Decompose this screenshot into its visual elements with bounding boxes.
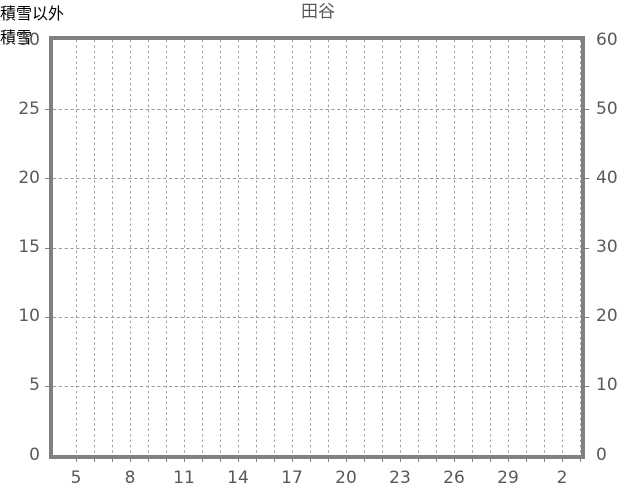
right-tick-mark: [582, 386, 589, 387]
left-tick-5: 5: [29, 375, 40, 396]
right-tick-10: 10: [596, 375, 618, 396]
x-tick-mark: [256, 456, 257, 462]
x-tick-mark: [490, 456, 491, 462]
right-axis-title: 積雪: [0, 28, 33, 47]
x-tick-mark: [112, 456, 113, 462]
left-tick-20: 20: [18, 167, 40, 188]
right-tick-60: 60: [596, 29, 618, 50]
x-tick-mark: [220, 456, 221, 462]
x-tick-mark: [292, 456, 293, 462]
left-tick-0: 0: [29, 444, 40, 465]
right-tick-mark: [582, 317, 589, 318]
x-tick-mark: [166, 456, 167, 462]
x-tick-mark: [130, 456, 131, 462]
right-tick-mark: [582, 178, 589, 179]
right-tick-50: 50: [596, 98, 618, 119]
x-tick-20: 20: [335, 468, 357, 488]
x-tick-2: 2: [556, 468, 568, 488]
left-tick-mark: [45, 248, 52, 249]
right-tick-mark: [582, 248, 589, 249]
left-axis-title: 積雪以外: [0, 4, 65, 23]
x-tick-mark: [562, 456, 563, 462]
x-tick-mark: [328, 456, 329, 462]
x-tick-mark: [274, 456, 275, 462]
plot-area: [49, 36, 585, 459]
gridlines: [53, 40, 581, 455]
x-tick-14: 14: [227, 468, 249, 488]
x-tick-mark: [184, 456, 185, 462]
right-tick-0: 0: [596, 444, 607, 465]
left-tick-mark: [45, 317, 52, 318]
x-tick-mark: [400, 456, 401, 462]
x-tick-5: 5: [70, 468, 82, 488]
x-tick-29: 29: [497, 468, 519, 488]
right-tick-20: 20: [596, 306, 618, 327]
chart-title: 田谷: [301, 2, 335, 22]
x-tick-mark: [508, 456, 509, 462]
x-tick-mark: [436, 456, 437, 462]
left-tick-mark: [45, 178, 52, 179]
left-tick-mark: [45, 109, 52, 110]
x-tick-11: 11: [173, 468, 195, 488]
right-tick-mark: [582, 109, 589, 110]
x-tick-mark: [76, 456, 77, 462]
plot-grid-layer: [53, 40, 581, 455]
x-tick-mark: [238, 456, 239, 462]
x-tick-mark: [382, 456, 383, 462]
left-tick-15: 15: [18, 237, 40, 257]
left-tick-25: 25: [18, 98, 40, 119]
x-tick-17: 17: [281, 468, 303, 488]
x-tick-mark: [346, 456, 347, 462]
left-tick-mark: [45, 386, 52, 387]
left-tick-30: 30: [18, 29, 40, 50]
x-tick-mark: [364, 456, 365, 462]
right-tick-30: 30: [596, 237, 618, 257]
x-tick-mark: [472, 456, 473, 462]
x-tick-mark: [202, 456, 203, 462]
x-tick-8: 8: [124, 468, 136, 488]
x-tick-mark: [418, 456, 419, 462]
x-tick-23: 23: [389, 468, 411, 488]
x-tick-mark: [94, 456, 95, 462]
x-tick-mark: [526, 456, 527, 462]
x-tick-mark: [544, 456, 545, 462]
left-tick-10: 10: [18, 306, 40, 327]
x-tick-mark: [454, 456, 455, 462]
x-tick-26: 26: [443, 468, 465, 488]
x-tick-mark: [310, 456, 311, 462]
x-tick-mark: [580, 456, 581, 462]
right-tick-40: 40: [596, 167, 618, 188]
x-tick-mark: [148, 456, 149, 462]
